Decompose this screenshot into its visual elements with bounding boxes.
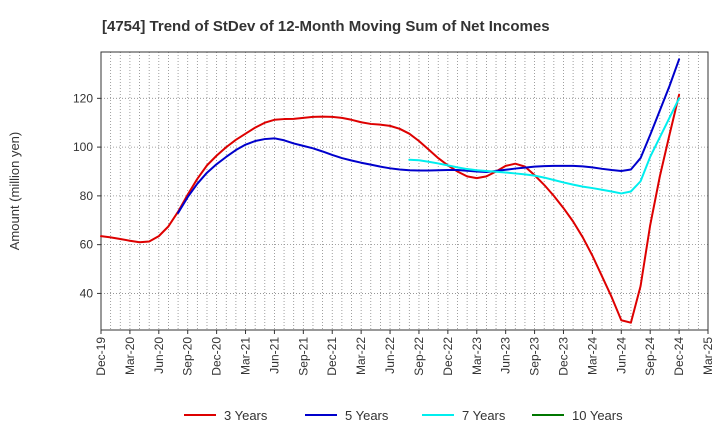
x-tick-label: Dec-20 [210, 337, 224, 376]
x-tick-label: Sep-20 [181, 337, 195, 376]
y-tick-label: 40 [80, 286, 94, 300]
chart-title: [4754] Trend of StDev of 12-Month Moving… [102, 18, 550, 35]
x-tick-label: Mar-25 [701, 337, 715, 375]
x-tick-label: Mar-23 [470, 337, 484, 375]
x-tick-label: Jun-22 [383, 337, 397, 374]
series-line-7-years [408, 97, 681, 195]
y-tick-label: 100 [73, 140, 93, 154]
x-tick-label: Dec-19 [94, 337, 108, 376]
y-axis-title: Amount (million yen) [7, 132, 22, 251]
y-tick-label: 120 [73, 91, 93, 105]
x-tick-label: Sep-24 [643, 337, 657, 376]
x-tick-label: Jun-24 [614, 337, 628, 374]
x-tick-label: Sep-21 [296, 337, 310, 376]
x-tick-label: Dec-22 [441, 337, 455, 376]
series-line-3-years [100, 93, 681, 324]
x-tick-label: Dec-23 [556, 337, 570, 376]
x-tick-label: Dec-24 [672, 337, 686, 376]
plot-area [100, 51, 709, 331]
x-tick-label: Sep-23 [528, 337, 542, 376]
legend-label-5-years: 5 Years [345, 408, 389, 423]
x-tick-label: Dec-21 [325, 337, 339, 376]
x-tick-label: Mar-24 [585, 337, 599, 375]
legend-label-7-years: 7 Years [462, 408, 506, 423]
x-tick-label: Mar-22 [354, 337, 368, 375]
x-tick-label: Sep-22 [412, 337, 426, 376]
legend-label-3-years: 3 Years [224, 408, 268, 423]
x-tick-label: Mar-20 [123, 337, 137, 375]
y-tick-label: 80 [80, 189, 94, 203]
y-tick-label: 60 [80, 238, 94, 252]
series-line-5-years [177, 58, 681, 214]
legend-label-10-years: 10 Years [572, 408, 623, 423]
x-tick-label: Jun-20 [152, 337, 166, 374]
x-tick-label: Jun-21 [267, 337, 281, 374]
legend: 3 Years 5 Years 7 Years 10 Years [184, 408, 623, 423]
y-axis: 40 60 80 100 120 [73, 91, 101, 300]
series-lines [100, 58, 681, 324]
x-axis: Dec-19 Mar-20 Jun-20 Sep-20 Dec-20 Mar-21 Jun-… [94, 330, 715, 376]
grid [101, 52, 708, 330]
x-tick-label: Mar-21 [239, 337, 253, 375]
x-tick-label: Jun-23 [499, 337, 513, 374]
